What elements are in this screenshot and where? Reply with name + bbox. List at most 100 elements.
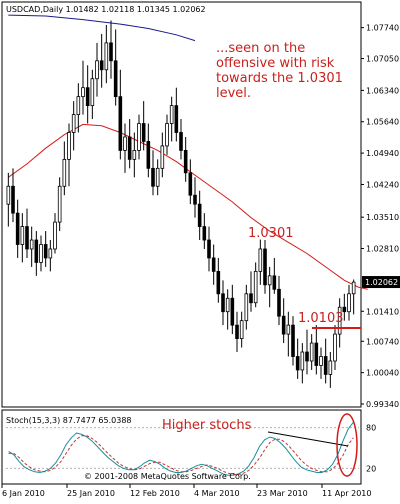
candle-body [291, 324, 295, 357]
candle-body [179, 132, 183, 151]
candle-body [263, 248, 267, 286]
candle-body [347, 293, 351, 313]
candle-body [29, 239, 34, 250]
upper-moving-average [8, 14, 196, 42]
stoch-highlight-ellipse [336, 413, 358, 477]
price-tick-label: 1.01410 [366, 307, 399, 316]
candle-body [323, 356, 328, 375]
level-low-label: 1.0103 [298, 311, 344, 326]
last-price-label: 1.02062 [365, 278, 398, 287]
annotation-line-2: offensive with risk [216, 56, 335, 71]
date-tick-label: 4 Mar 2010 [194, 489, 240, 498]
candle-body [337, 306, 342, 335]
candle-body [277, 288, 281, 317]
candle-body [267, 275, 272, 286]
candle-body [90, 78, 95, 107]
candle-body [207, 239, 211, 259]
candle-body [216, 270, 221, 295]
candle-body [113, 60, 118, 98]
price-tick-label: 1.02810 [366, 245, 399, 254]
date-axis: 6 Jan 2010 25 Jan 2010 12 Feb 2010 4 Mar 20… [1, 484, 371, 498]
level-high-label: 1.0301 [248, 226, 294, 241]
price-tick-label: 1.04940 [366, 149, 399, 158]
candles [6, 20, 356, 388]
price-tick-label: 0.99340 [366, 400, 399, 409]
candle-body [305, 351, 309, 362]
candle-body [258, 248, 263, 272]
candle-body [342, 306, 347, 313]
last-price-box [362, 276, 400, 289]
candle-body [333, 333, 337, 362]
candle-body [160, 145, 165, 169]
stoch-level-label: 20 [366, 464, 376, 473]
candle-body [295, 356, 300, 371]
candle-body [351, 281, 356, 295]
candle-body [71, 114, 76, 133]
candle-body [43, 244, 48, 259]
date-tick-label: 23 Mar 2010 [257, 489, 308, 498]
candle-body [244, 293, 249, 322]
price-header: USDCAD,Daily 1.01482 1.02118 1.01345 1.0… [6, 5, 206, 14]
annotation-line-3: towards the 1.0301 [216, 71, 343, 86]
annotation-line-1: ...seen on the [216, 41, 305, 56]
candle-body [137, 123, 141, 151]
candle-body [309, 342, 314, 362]
candle-body [34, 239, 39, 263]
candle-body [286, 324, 291, 335]
date-tick-label: 6 Jan 2010 [2, 489, 45, 498]
candle-body [127, 136, 132, 160]
date-tick-label: 12 Feb 2010 [130, 489, 180, 498]
candle-body [67, 132, 71, 160]
candle-body [146, 141, 151, 169]
stoch-series-line [8, 421, 354, 476]
stoch-trend-line [267, 431, 349, 447]
candle-body [6, 185, 11, 205]
candle-body [225, 297, 230, 313]
candle-body [155, 167, 160, 187]
price-tick-label: 1.07050 [366, 55, 399, 64]
candle-body [118, 96, 123, 151]
stoch-series-line [8, 435, 354, 475]
candle-body [85, 87, 90, 107]
price-tick-label: 1.04240 [366, 180, 399, 189]
candle-body [39, 244, 43, 263]
candle-body [319, 356, 323, 366]
price-axis: 1.07740 1.07050 1.06340 1.05640 1.04940 1.042… [361, 24, 400, 409]
price-tick-label: 1.00040 [366, 369, 399, 378]
candle-body [25, 226, 29, 250]
price-tick-label: 1.00740 [366, 337, 399, 346]
candle-body [239, 320, 244, 339]
price-tick-label: 1.06340 [366, 86, 399, 95]
candle-body [123, 136, 127, 151]
candle-body [62, 158, 67, 187]
candle-body [76, 96, 81, 115]
copyright-label: © 2001-2008 MetaQuotes Software Corp. [84, 472, 251, 481]
candle-body [95, 60, 99, 80]
candle-body [132, 150, 137, 160]
candle-body [202, 226, 207, 241]
date-tick-label: 11 Apr 2010 [322, 489, 371, 498]
candle-body [281, 315, 286, 335]
candle-body [165, 123, 169, 147]
candle-body [272, 275, 277, 290]
price-tick-label: 1.05640 [366, 118, 399, 127]
candle-body [174, 105, 179, 133]
upper-ma-line [8, 14, 196, 42]
candle-body [253, 270, 258, 304]
candle-body [249, 293, 253, 304]
stoch-lines [8, 421, 354, 476]
price-tick-label: 1.03510 [366, 213, 399, 222]
ma-line [8, 123, 368, 290]
candle-body [314, 342, 319, 366]
annotation-line-4: level. [216, 86, 251, 101]
moving-average [8, 123, 368, 290]
stoch-header: Stoch(15,3,3) 87.7477 65.0388 [6, 416, 132, 425]
candle-body [230, 297, 235, 326]
candle-body [15, 212, 20, 245]
candle-body [104, 42, 109, 71]
price-panel-frame [1, 1, 362, 408]
candle-body [20, 226, 25, 245]
